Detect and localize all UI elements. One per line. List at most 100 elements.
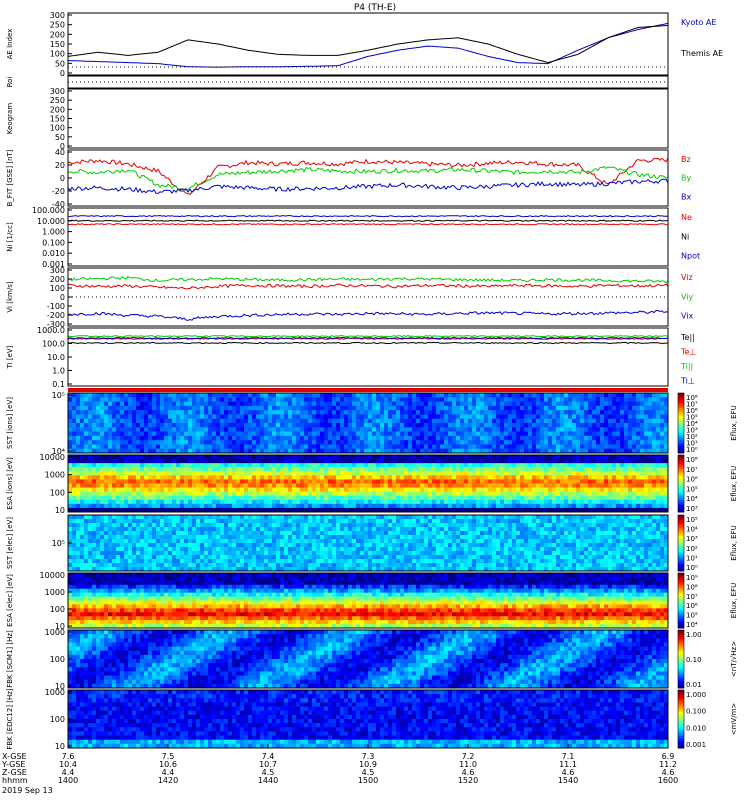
colorbar-tick: 10⁷ xyxy=(686,593,698,601)
legend-Ni: Ni xyxy=(681,232,689,241)
legend-Npot: Npot xyxy=(681,252,700,261)
series-line-Viz xyxy=(68,284,668,289)
ytick-label: -100 xyxy=(47,302,65,311)
ytick-label: 250 xyxy=(50,96,65,105)
colorbar-label: Eflux, EFU xyxy=(730,583,738,618)
legend-Vix: Vix xyxy=(681,312,694,321)
panel-frame-4 xyxy=(68,208,668,266)
series-line-Bx xyxy=(68,179,668,193)
ytick-label: 0.100 xyxy=(42,238,65,247)
ytick-label: 10 xyxy=(55,742,65,751)
ytick-label: 10⁵ xyxy=(52,391,65,400)
legend-Bx: Bx xyxy=(681,192,691,201)
colorbar-tick: 10⁵ xyxy=(686,612,698,620)
legend-Ti||: Ti|| xyxy=(680,362,693,371)
colorbar-tick: 10⁴ xyxy=(686,495,698,503)
ytick-label: 300 xyxy=(50,266,65,275)
panel-ylabel-4: Ni [1/cc] xyxy=(6,222,14,252)
series-line-Viy xyxy=(68,276,668,282)
colorbar-tick: 0.100 xyxy=(686,708,706,716)
ytick-label: 20 xyxy=(55,161,65,170)
series-line-Ni xyxy=(68,220,668,221)
legend-Bz: Bz xyxy=(681,155,691,164)
ytick-label: 1000 xyxy=(45,628,65,637)
ytick-label: 150 xyxy=(50,115,65,124)
ephemeris-table: 7.610.44.414007.510.64.414207.410.74.514… xyxy=(1,752,678,785)
panel-frame-2 xyxy=(68,89,668,148)
series-line-Vix xyxy=(68,311,668,321)
panel-ylabel-2: Keogram xyxy=(6,103,14,134)
ephem-value: 1400 xyxy=(58,776,78,785)
panel-ylabel-9: SST [elec] [eV] xyxy=(6,517,14,569)
legend-Te||: Te|| xyxy=(680,333,695,342)
panel-ylabel-3: B_FIT [GSE] [nT] xyxy=(6,149,14,206)
panel-ylabel-11: FBK [SCM1] [Hz] xyxy=(6,630,14,688)
ytick-label: 10⁵ xyxy=(52,539,65,548)
colorbar-tick: 0.010 xyxy=(686,724,706,732)
colorbar-tick: 10⁹ xyxy=(686,574,698,582)
colorbar-tick: 10⁵ xyxy=(686,485,698,493)
ephem-value: 1500 xyxy=(358,776,378,785)
panel-ylabel-1: Roi xyxy=(6,77,14,88)
ytick-label: 50 xyxy=(55,59,65,68)
ytick-label: 200 xyxy=(50,30,65,39)
ephem-row-label: hhmm xyxy=(2,776,28,785)
series-line-Npot xyxy=(68,216,668,217)
figure-title: P4 (TH-E) xyxy=(354,3,396,13)
ytick-label: 0 xyxy=(60,293,65,302)
colorbar-tick: 10⁵ xyxy=(686,516,698,524)
legend-Ne: Ne xyxy=(681,213,692,222)
legend-Viy: Viy xyxy=(681,292,694,301)
ephem-value: 1600 xyxy=(658,776,678,785)
ytick-label: 1000 xyxy=(45,688,65,697)
panel-ylabel-6: Ti [eV] xyxy=(6,345,14,369)
ytick-label: 1.0 xyxy=(52,367,65,376)
colorbar-tick: 10³ xyxy=(686,535,698,543)
colorbar-tick: 10¹ xyxy=(686,554,698,562)
colorbar-tick: 10⁴ xyxy=(686,526,698,534)
ytick-label: 10000 xyxy=(40,453,65,462)
colorbar-tick: 10⁸ xyxy=(686,583,698,591)
ytick-label: 1000 xyxy=(45,588,65,597)
colorbar-tick: 0.001 xyxy=(686,741,706,749)
ephem-value: 1540 xyxy=(558,776,578,785)
ytick-label: 100 xyxy=(50,124,65,133)
colorbar-tick: 10⁰ xyxy=(686,446,698,454)
ytick-label: 1000 xyxy=(45,471,65,480)
ephem-value: 1420 xyxy=(158,776,178,785)
ytick-label: 200 xyxy=(50,105,65,114)
ytick-label: 50 xyxy=(55,133,65,142)
ytick-label: 0 xyxy=(60,174,65,183)
series-line-Bz xyxy=(68,158,668,194)
legend-Ti⊥: Ti⊥ xyxy=(680,377,695,386)
ytick-label: 10000 xyxy=(40,571,65,580)
ytick-label: 0 xyxy=(60,69,65,78)
ytick-label: 100 xyxy=(50,50,65,59)
colorbar-tick: 10⁶ xyxy=(686,602,698,610)
ytick-label: 250 xyxy=(50,21,65,30)
panel-ylabel-8: ESA [ions] [eV] xyxy=(6,457,14,510)
date-label: 2019 Sep 13 xyxy=(2,786,53,795)
panel-frame-0 xyxy=(68,13,668,75)
colorbar-tick: 1.00 xyxy=(686,631,702,639)
panel-ylabel-10: ESA [elec] [eV] xyxy=(6,574,14,627)
ephem-value: 1440 xyxy=(258,776,278,785)
ytick-label: 100 xyxy=(50,488,65,497)
ytick-label: 100 xyxy=(50,284,65,293)
ytick-label: 100 xyxy=(50,655,65,664)
legend-Te⊥: Te⊥ xyxy=(680,348,696,357)
colorbar-tick: 0.01 xyxy=(686,681,702,689)
ytick-label: 10.000 xyxy=(37,217,65,226)
ytick-label: 300 xyxy=(50,87,65,96)
ytick-label: 100 xyxy=(50,715,65,724)
ytick-label: 1.000 xyxy=(42,228,65,237)
legend-Kyoto AE: Kyoto AE xyxy=(681,18,716,27)
colorbar-label: <mV/m> xyxy=(730,703,738,736)
colorbar-tick: 0.10 xyxy=(686,656,702,664)
panel-ylabel-12: FBK [EDC12] [Hz] xyxy=(6,688,14,750)
panel-ylabel-5: Vi [km/s] xyxy=(6,281,14,312)
ephem-value: 1520 xyxy=(458,776,478,785)
panel-frame-3 xyxy=(68,150,668,206)
colorbar-tick: 10³ xyxy=(686,505,698,513)
colorbar-label: Eflux, EFU xyxy=(730,525,738,560)
